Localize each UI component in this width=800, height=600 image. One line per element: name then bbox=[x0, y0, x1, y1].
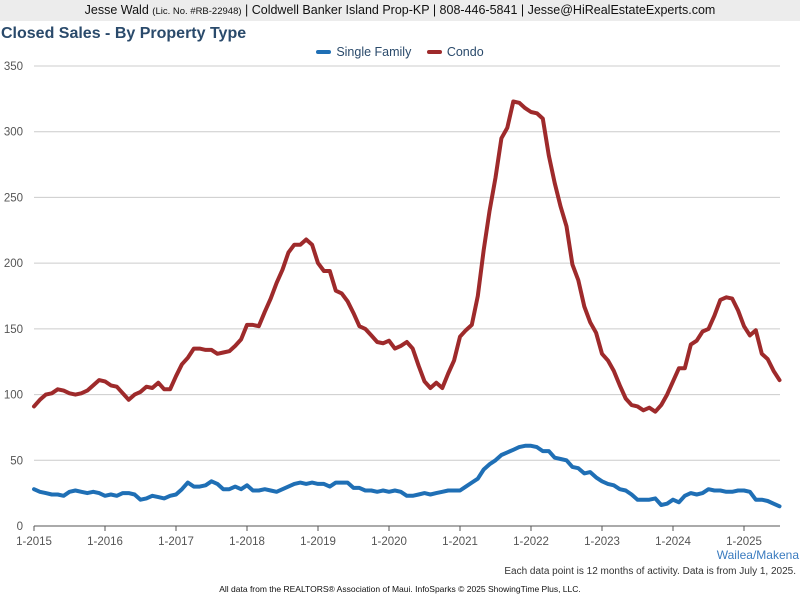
legend-label-single-family: Single Family bbox=[336, 45, 412, 59]
legend-swatch-condo bbox=[426, 49, 442, 54]
legend-item-condo[interactable]: Condo bbox=[426, 45, 484, 59]
series-line-condo bbox=[32, 99, 782, 414]
x-tick-label: 1-2015 bbox=[16, 536, 52, 548]
y-tick-label: 350 bbox=[4, 61, 23, 73]
legend-swatch-single-family bbox=[316, 49, 332, 54]
legend-label-condo: Condo bbox=[446, 45, 484, 59]
chart-legend: Single Family Condo bbox=[0, 45, 800, 59]
x-tick-label: 1-2017 bbox=[158, 536, 194, 548]
x-tick-label: 1-2020 bbox=[371, 536, 407, 548]
y-tick-label: 150 bbox=[4, 324, 23, 336]
license-number: (Lic. No. #RB-22948) bbox=[152, 6, 242, 17]
y-tick-label: 300 bbox=[4, 127, 23, 139]
y-tick-label: 0 bbox=[17, 521, 23, 533]
chart-title: Closed Sales - By Property Type bbox=[1, 25, 247, 42]
x-tick-label: 1-2023 bbox=[584, 536, 620, 548]
area-label: Wailea/Makena bbox=[716, 548, 799, 562]
agent-contact: | Coldwell Banker Island Prop-KP | 808-4… bbox=[245, 3, 716, 17]
series-line-single-family bbox=[32, 443, 782, 509]
x-tick-label: 1-2016 bbox=[87, 536, 123, 548]
legend-item-single-family[interactable]: Single Family bbox=[316, 45, 411, 59]
x-tick-label: 1-2022 bbox=[513, 536, 549, 548]
x-tick-label: 1-2021 bbox=[442, 536, 478, 548]
y-tick-label: 250 bbox=[4, 192, 23, 204]
y-tick-label: 100 bbox=[4, 390, 23, 402]
source-footer: All data from the REALTORS® Association … bbox=[219, 584, 581, 594]
agent-header: Jesse Wald (Lic. No. #RB-22948) | Coldwe… bbox=[0, 0, 800, 21]
x-tick-label: 1-2018 bbox=[229, 536, 265, 548]
data-note: Each data point is 12 months of activity… bbox=[504, 566, 796, 577]
x-tick-label: 1-2025 bbox=[726, 536, 762, 548]
y-tick-label: 50 bbox=[10, 455, 23, 467]
agent-name: Jesse Wald bbox=[84, 3, 149, 17]
y-tick-label: 200 bbox=[4, 258, 23, 270]
x-tick-label: 1-2019 bbox=[300, 536, 336, 548]
x-tick-label: 1-2024 bbox=[655, 536, 691, 548]
